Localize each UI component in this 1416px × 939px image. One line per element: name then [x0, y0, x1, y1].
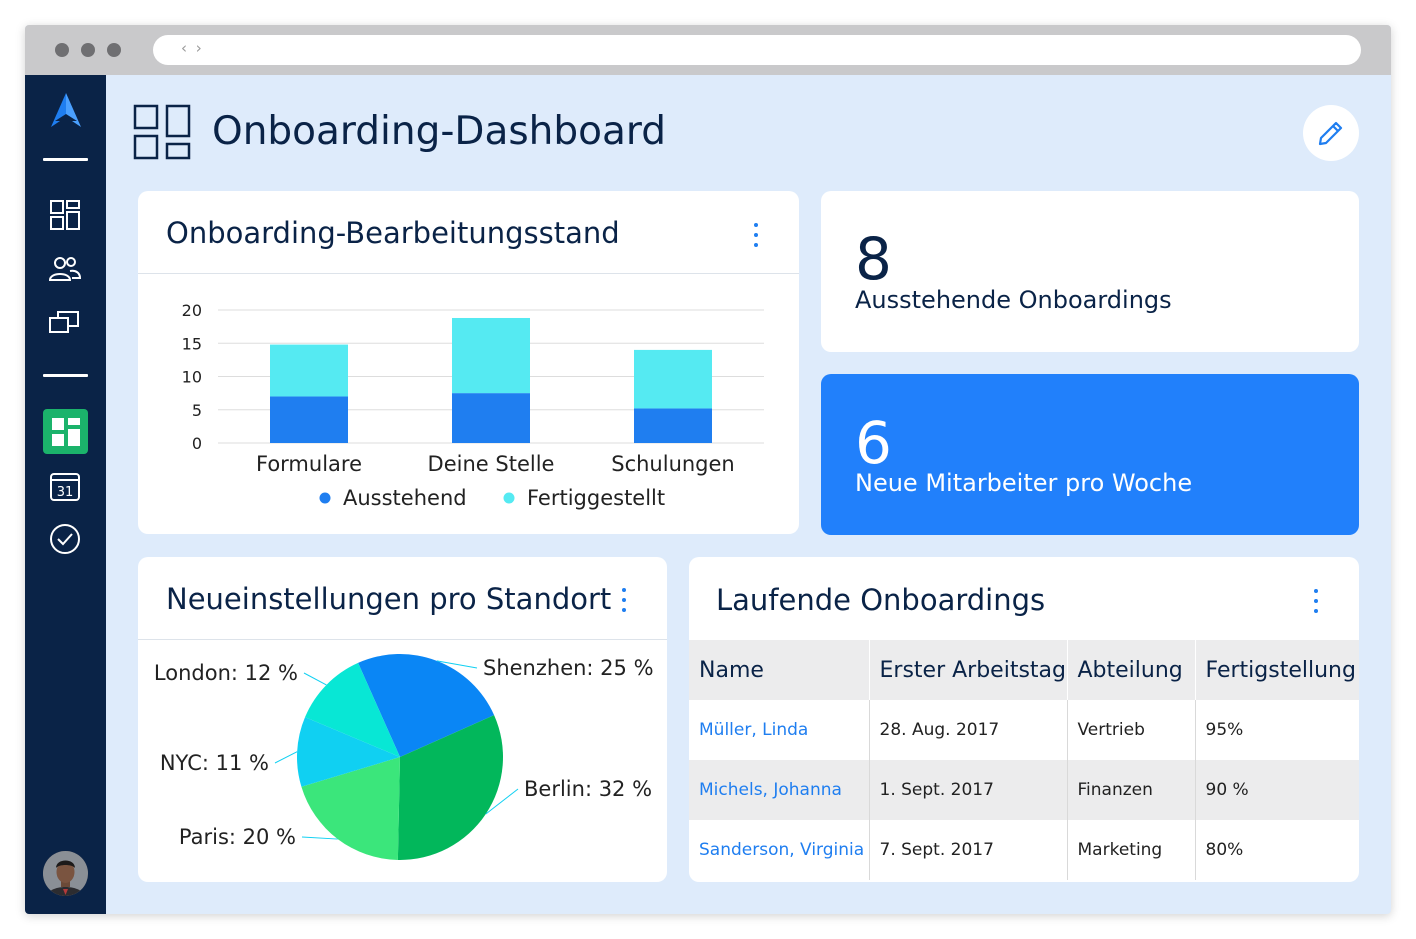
onboardings-table-card: Laufende Onboardings Name Erster Arbeits… — [689, 557, 1359, 882]
pie-label: London: 12 % — [154, 661, 298, 685]
x-category-label: Formulare — [256, 452, 362, 476]
department-cell: Marketing — [1067, 820, 1196, 880]
calendar-day-label: 31 — [57, 485, 74, 500]
dashboard-grid-icon[interactable] — [47, 197, 83, 233]
table-row[interactable]: Müller, Linda 28. Aug. 2017 Vertrieb 95% — [689, 700, 1359, 760]
y-tick-label: 0 — [192, 434, 202, 453]
completion-cell: 95% — [1205, 720, 1244, 740]
employee-name-link[interactable]: Michels, Johanna — [689, 760, 870, 820]
table-header-row: Name Erster Arbeitstag Abteilung Fertigs… — [689, 640, 1359, 700]
pending-label: Ausstehende Onboardings — [855, 286, 1172, 314]
browser-toolbar: ‹ › — [25, 25, 1391, 75]
user-avatar[interactable] — [43, 851, 88, 896]
table-card-title: Laufende Onboardings — [716, 583, 1046, 617]
y-tick-label: 5 — [192, 401, 202, 420]
app-logo-icon[interactable] — [46, 91, 86, 131]
completion-cell: 90 % — [1195, 760, 1359, 820]
sidebar-divider — [43, 374, 88, 377]
pie-chart: Shenzhen: 25 % Berlin: 32 % Paris: 20 % NYC… — [154, 654, 654, 860]
pie-label: Berlin: 32 % — [524, 777, 652, 801]
progress-card-title: Onboarding-Bearbeitungsstand — [166, 216, 620, 250]
completion-cell: 80% — [1205, 840, 1244, 860]
pie-slice — [358, 654, 495, 757]
page-title: Onboarding-Dashboard — [212, 109, 667, 154]
table-row[interactable]: Sanderson, Virginia 7. Sept. 2017 Market… — [689, 820, 1359, 880]
bar-completed — [634, 349, 712, 409]
pie-leader-line — [301, 836, 338, 840]
legend-label: Fertiggestellt — [527, 486, 665, 510]
x-category-label: Schulungen — [611, 452, 735, 476]
column-header-name[interactable]: Name — [689, 640, 870, 700]
nav-arrows-icon[interactable]: ‹ › — [181, 39, 204, 57]
start-date-cell: 28. Aug. 2017 — [869, 700, 1068, 760]
pie-leader-line — [436, 660, 478, 669]
y-tick-label: 10 — [182, 368, 202, 387]
bar-completed — [270, 344, 348, 397]
pie-label: NYC: 11 % — [160, 751, 269, 775]
column-header-completion[interactable]: Fertigstellung — [1195, 640, 1359, 700]
check-circle-icon[interactable] — [47, 521, 83, 557]
legend-swatch — [503, 492, 515, 504]
onboardings-table: Name Erster Arbeitstag Abteilung Fertigs… — [689, 640, 1359, 880]
location-card: Neueinstellungen pro Standort Shenzhen: … — [138, 557, 667, 882]
weekly-stat-card[interactable]: 6 Neue Mitarbeiter pro Woche — [821, 374, 1359, 535]
pie-leader-line — [274, 751, 298, 764]
pencil-icon — [1318, 121, 1343, 146]
pie-slice — [397, 715, 503, 860]
department-cell: Vertrieb — [1067, 700, 1196, 760]
pending-count: 8 — [855, 225, 892, 293]
stacked-windows-icon[interactable] — [47, 305, 83, 341]
window-maximize-button[interactable] — [107, 43, 121, 57]
people-icon[interactable] — [47, 251, 83, 287]
tiles-icon[interactable] — [43, 409, 88, 454]
card-divider — [138, 273, 799, 274]
employee-name-link[interactable]: Müller, Linda — [689, 700, 870, 760]
progress-card-menu-icon[interactable] — [746, 220, 766, 250]
y-tick-label: 20 — [182, 301, 202, 320]
window-minimize-button[interactable] — [81, 43, 95, 57]
bar-pending — [634, 408, 712, 443]
column-header-start[interactable]: Erster Arbeitstag — [869, 640, 1068, 700]
card-divider — [138, 639, 667, 640]
location-card-title: Neueinstellungen pro Standort — [166, 582, 612, 616]
calendar-icon[interactable]: 31 — [47, 468, 83, 504]
employee-name-link[interactable]: Sanderson, Virginia — [689, 820, 870, 880]
start-date-cell: 7. Sept. 2017 — [869, 820, 1068, 880]
start-date-cell: 1. Sept. 2017 — [869, 760, 1068, 820]
bar-completed — [452, 317, 530, 394]
bar-chart: 0 5 10 15 20 Formulare Deine Stelle Schulungen A… — [182, 301, 764, 510]
bar-pending — [270, 396, 348, 443]
pie-slice — [305, 662, 400, 757]
sidebar: 31 — [25, 75, 106, 914]
pie-slice — [301, 757, 400, 860]
pie-leader-line — [485, 788, 519, 815]
edit-button[interactable] — [1303, 105, 1359, 161]
x-category-label: Deine Stelle — [428, 452, 555, 476]
pie-label: Shenzhen: 25 % — [483, 656, 654, 680]
address-bar[interactable]: ‹ › — [153, 35, 1361, 65]
y-tick-label: 15 — [182, 334, 202, 353]
column-header-department[interactable]: Abteilung — [1067, 640, 1196, 700]
pie-label: Paris: 20 % — [179, 825, 296, 849]
legend-label: Ausstehend — [343, 486, 467, 510]
location-card-menu-icon[interactable] — [614, 585, 634, 615]
table-card-menu-icon[interactable] — [1306, 586, 1326, 616]
pie-slice — [297, 717, 400, 787]
window-close-button[interactable] — [55, 43, 69, 57]
pending-stat-card[interactable]: 8 Ausstehende Onboardings — [821, 191, 1359, 352]
bar-pending — [452, 393, 530, 443]
progress-card: Onboarding-Bearbeitungsstand 0 5 10 15 20 For… — [138, 191, 799, 534]
table-row[interactable]: Michels, Johanna 1. Sept. 2017 Finanzen … — [689, 760, 1359, 820]
legend-swatch — [319, 492, 331, 504]
sidebar-divider — [43, 158, 88, 161]
department-cell: Finanzen — [1067, 760, 1196, 820]
browser-window: ‹ › — [25, 25, 1391, 914]
dashboard-layout-icon — [133, 104, 191, 165]
weekly-label: Neue Mitarbeiter pro Woche — [855, 469, 1193, 497]
pie-leader-line — [303, 672, 327, 686]
weekly-count: 6 — [855, 409, 892, 477]
